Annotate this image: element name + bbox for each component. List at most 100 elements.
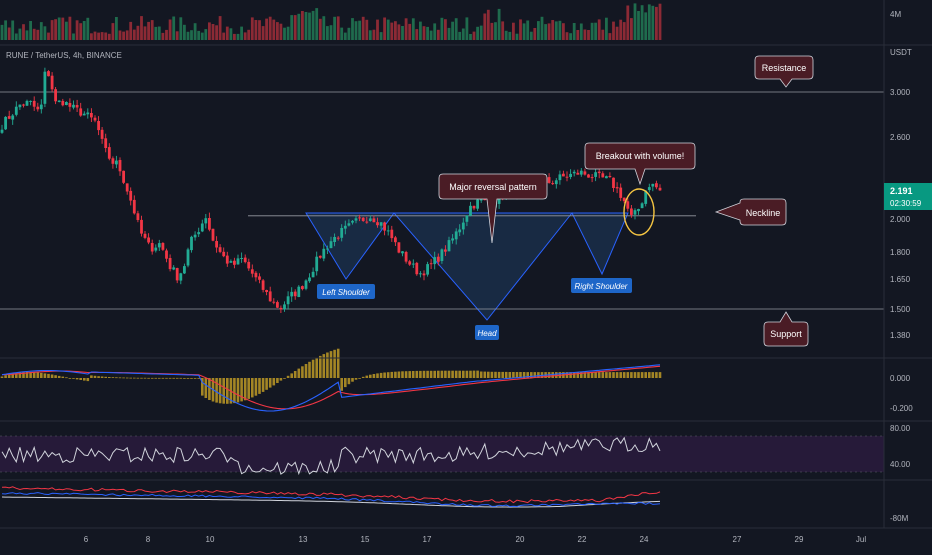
volume-bar: [483, 13, 487, 40]
candle-body: [14, 106, 18, 115]
macd-histogram-bar: [640, 372, 644, 378]
candle-body: [351, 220, 354, 223]
macd-histogram-bar: [233, 378, 236, 404]
macd-histogram-bar: [265, 378, 268, 390]
neckline-callout: Neckline: [714, 198, 787, 226]
macd-histogram-bar: [622, 372, 626, 378]
candle-body: [597, 171, 601, 174]
candle-body: [79, 108, 83, 116]
volume-bar: [225, 26, 229, 40]
neckline-label: Neckline: [746, 208, 781, 218]
volume-bar: [594, 22, 597, 40]
volume-bar: [533, 28, 537, 40]
volume-bar: [326, 26, 329, 40]
candle-body: [390, 229, 394, 239]
macd-histogram-bar: [111, 377, 115, 378]
macd-histogram-bar: [319, 355, 322, 378]
candle-body: [569, 173, 572, 177]
left-shoulder-label: Left Shoulder: [322, 288, 370, 297]
macd-histogram-bar: [612, 372, 615, 378]
volume-bar: [612, 21, 615, 40]
volume-bar: [115, 17, 118, 40]
volume-bar: [104, 32, 108, 40]
candle-body: [122, 170, 125, 183]
volume-bar: [637, 11, 640, 40]
candle-body: [612, 177, 615, 188]
macd-histogram-bar: [508, 372, 512, 378]
macd-histogram-bar: [236, 378, 240, 403]
time-tick: 27: [733, 535, 742, 544]
macd-histogram-bar: [533, 372, 537, 378]
candle-body: [43, 71, 47, 104]
candle-body: [461, 222, 465, 230]
macd-histogram-bar: [354, 378, 358, 380]
volume-bar: [529, 31, 533, 40]
candle-body: [136, 213, 140, 220]
volume-bar: [190, 30, 193, 40]
volume-bar: [290, 15, 294, 40]
macd-histogram-bar: [104, 376, 107, 378]
candle-body: [297, 286, 301, 297]
macd-histogram-bar: [279, 378, 283, 381]
volume-bar: [479, 25, 483, 40]
candle-body: [619, 187, 623, 198]
volume-bar: [236, 33, 240, 40]
candle-body: [647, 187, 651, 191]
candle-body: [254, 272, 258, 278]
macd-histogram-bar: [115, 377, 118, 379]
volume-bar: [143, 26, 147, 40]
volume-bar: [79, 23, 83, 40]
candle-body: [90, 113, 93, 118]
macd-histogram-bar: [61, 376, 65, 378]
candle-body: [333, 237, 336, 242]
macd-histogram-bar: [222, 378, 225, 404]
macd-histogram-bar: [615, 372, 619, 378]
volume-bar: [86, 17, 90, 40]
candle-body: [208, 218, 211, 230]
candle-body: [576, 172, 580, 175]
candle-body: [397, 242, 401, 253]
volume-bar: [333, 16, 336, 40]
candle-body: [479, 199, 483, 201]
candle-body: [304, 280, 308, 289]
candle-body: [50, 75, 54, 90]
macd-histogram-bar: [83, 378, 86, 381]
volume-bar: [32, 28, 36, 40]
volume-bar: [97, 32, 100, 40]
volume-bar: [608, 33, 612, 40]
candle-body: [29, 100, 32, 102]
macd-histogram-bar: [422, 370, 426, 378]
candle-body: [644, 190, 648, 204]
candle-body: [444, 249, 447, 252]
macd-histogram-bar: [175, 377, 179, 379]
candle-body: [322, 248, 326, 259]
volume-bar: [11, 20, 15, 40]
volume-bar: [57, 17, 61, 40]
volume-bar: [107, 33, 111, 40]
volume-bar: [340, 27, 344, 40]
candle-body: [147, 237, 150, 243]
volume-bar: [540, 16, 544, 40]
volume-bar: [562, 23, 565, 40]
time-tick: 20: [516, 535, 525, 544]
volume-bar: [383, 17, 386, 40]
candle-body: [651, 183, 655, 187]
volume-bar: [39, 22, 43, 40]
volume-bar: [633, 3, 637, 40]
candle-body: [107, 147, 111, 159]
macd-histogram-bar: [65, 377, 68, 379]
macd-histogram-bar: [322, 354, 326, 378]
volume-bar: [308, 12, 311, 40]
volume-bar: [297, 13, 301, 41]
candle-body: [258, 276, 261, 280]
candle-body: [161, 243, 165, 250]
candle-body: [579, 170, 583, 175]
macd-histogram-bar: [122, 377, 125, 379]
candle-body: [129, 190, 133, 201]
candle-body: [175, 268, 179, 281]
volume-bar: [644, 12, 648, 40]
macd-histogram-bar: [462, 370, 465, 378]
volume-bar: [526, 20, 530, 40]
volume-bar: [154, 26, 158, 40]
